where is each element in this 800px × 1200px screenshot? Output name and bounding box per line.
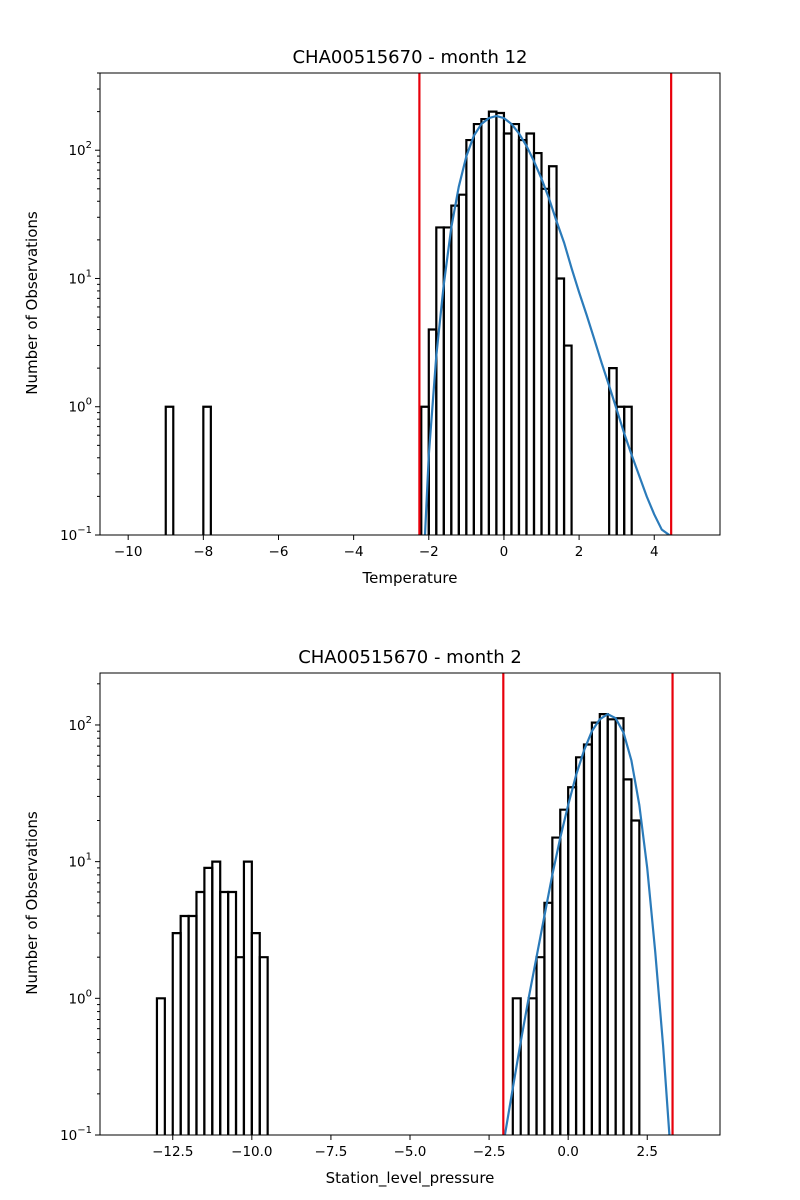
fit-curve bbox=[423, 114, 670, 535]
histogram-bar bbox=[598, 713, 609, 1135]
histogram-bar bbox=[551, 836, 562, 1135]
histogram-bar bbox=[187, 914, 198, 1135]
histogram-bar bbox=[202, 405, 212, 535]
x-tick-label: −7.5 bbox=[315, 1144, 348, 1160]
histogram-bar bbox=[234, 956, 246, 1135]
plot-frame bbox=[99, 72, 721, 536]
histogram-bar bbox=[555, 277, 566, 535]
histogram-bar bbox=[562, 344, 573, 535]
histogram-bar bbox=[510, 122, 521, 535]
y-axis-label: Number of Observations bbox=[23, 811, 41, 995]
histogram-bar bbox=[567, 786, 578, 1135]
histogram-bar bbox=[465, 138, 475, 535]
x-tick-label: −4 bbox=[344, 544, 364, 560]
histogram-bar bbox=[623, 405, 633, 535]
chart-panel-pressure: CHA00515670 - month 2 Station_level_pres… bbox=[23, 647, 721, 1188]
x-tick-label: −12.5 bbox=[152, 1144, 193, 1160]
histogram-bar bbox=[525, 132, 536, 535]
histogram-bar bbox=[450, 204, 460, 535]
y-tick-label: 102 bbox=[68, 140, 92, 159]
x-tick-label: −5.0 bbox=[394, 1144, 427, 1160]
histogram-bar bbox=[502, 132, 513, 535]
histogram-bar bbox=[480, 117, 491, 535]
histogram-bar bbox=[582, 743, 593, 1135]
histogram-bar bbox=[547, 165, 558, 535]
histogram-bar bbox=[457, 193, 468, 535]
histogram-bar bbox=[535, 956, 546, 1135]
y-tick-label: 10−1 bbox=[60, 1125, 92, 1144]
histogram-bar bbox=[495, 111, 506, 535]
fit-curve bbox=[503, 712, 671, 1135]
histogram-bar bbox=[511, 997, 522, 1135]
x-tick-label: −10 bbox=[114, 544, 143, 560]
histogram-bar bbox=[590, 721, 601, 1135]
histogram-bar bbox=[195, 890, 206, 1135]
y-tick-label: 102 bbox=[68, 715, 92, 734]
y-axis-label: Number of Observations bbox=[23, 211, 41, 395]
histogram-bar bbox=[540, 187, 551, 535]
x-tick-label: 0.0 bbox=[557, 1144, 578, 1160]
histogram-bar bbox=[517, 138, 528, 535]
histogram-bar bbox=[171, 932, 182, 1135]
x-tick-label: −2.5 bbox=[473, 1144, 506, 1160]
histogram-bar bbox=[211, 860, 222, 1135]
y-tick-label: 101 bbox=[68, 852, 92, 871]
histogram-bar bbox=[155, 997, 166, 1135]
plot-area bbox=[164, 73, 673, 535]
y-tick-label: 100 bbox=[68, 988, 92, 1007]
histogram-bar bbox=[622, 778, 633, 1135]
histogram-bar bbox=[219, 890, 230, 1135]
x-axis-label: Temperature bbox=[361, 569, 457, 587]
x-axis-label: Station_level_pressure bbox=[326, 1169, 495, 1188]
histogram-bar bbox=[615, 405, 626, 535]
histogram-bar bbox=[179, 914, 190, 1135]
plot-area bbox=[155, 673, 674, 1135]
x-tick-label: 2 bbox=[575, 544, 584, 560]
y-tick-label: 100 bbox=[68, 397, 92, 416]
histogram-bar bbox=[527, 997, 538, 1135]
histogram-bar bbox=[258, 956, 269, 1135]
histogram-bar bbox=[227, 890, 238, 1135]
chart-panel-temperature: CHA00515670 - month 12 Temperature Numbe… bbox=[23, 47, 721, 587]
histogram-bar bbox=[250, 932, 261, 1135]
histogram-bar bbox=[532, 151, 543, 535]
histogram-bar bbox=[630, 819, 641, 1135]
y-tick-label: 10−1 bbox=[60, 525, 92, 544]
histogram-bar bbox=[608, 367, 618, 535]
y-tick-label: 101 bbox=[68, 268, 92, 287]
histogram-bar bbox=[203, 866, 214, 1135]
histogram-bar bbox=[242, 860, 253, 1135]
x-tick-label: 2.5 bbox=[637, 1144, 658, 1160]
x-tick-label: −10.0 bbox=[231, 1144, 272, 1160]
histogram-bar bbox=[487, 110, 498, 535]
x-tick-label: −2 bbox=[419, 544, 439, 560]
x-tick-label: −6 bbox=[269, 544, 289, 560]
histogram-bar bbox=[614, 717, 625, 1135]
histogram-bar bbox=[435, 226, 445, 535]
x-tick-label: −8 bbox=[193, 544, 213, 560]
histogram-bar bbox=[606, 718, 617, 1135]
histogram-bar bbox=[559, 808, 570, 1135]
x-tick-label: 4 bbox=[650, 544, 659, 560]
histogram-bar bbox=[574, 756, 586, 1135]
x-tick-label: 0 bbox=[500, 544, 509, 560]
histogram-bar bbox=[164, 405, 175, 535]
chart-title: CHA00515670 - month 2 bbox=[298, 647, 522, 668]
histogram-bar bbox=[472, 122, 483, 535]
histogram-bar bbox=[543, 901, 554, 1135]
chart-title: CHA00515670 - month 12 bbox=[292, 47, 527, 68]
